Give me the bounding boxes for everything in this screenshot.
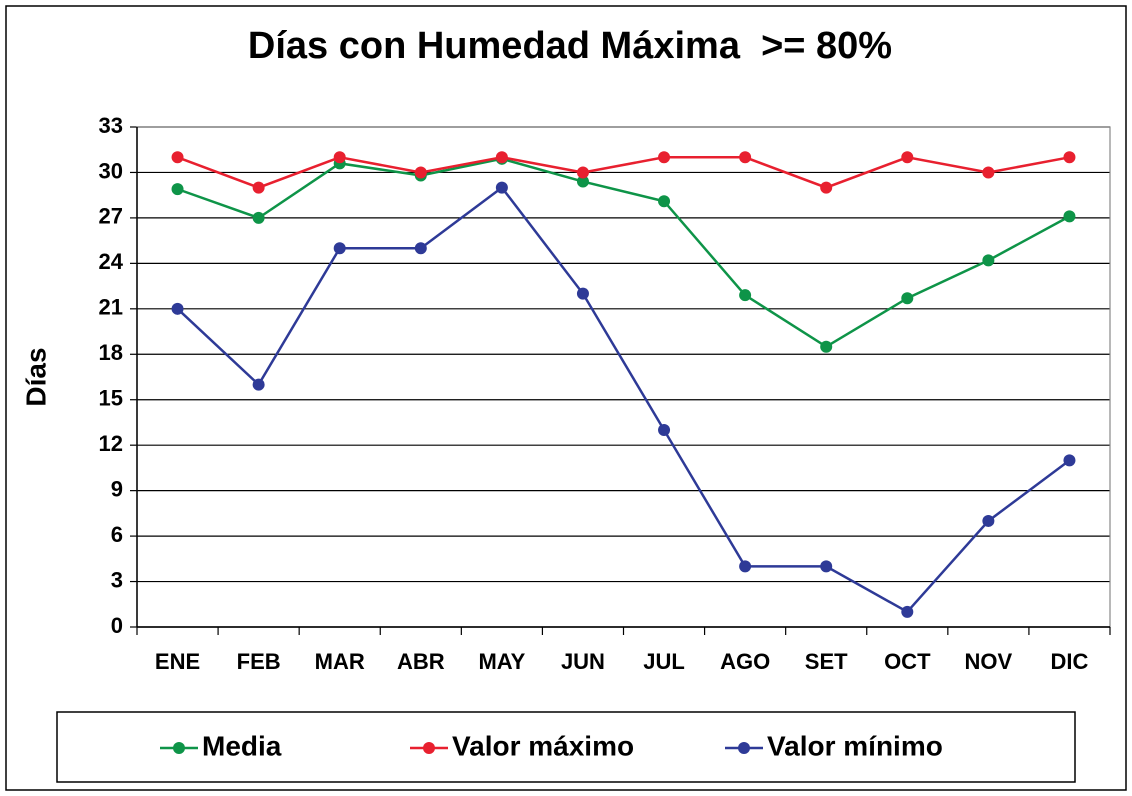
x-tick-label: FEB [237, 649, 281, 674]
point [901, 605, 914, 618]
y-tick-label: 6 [111, 522, 123, 547]
point [414, 166, 427, 179]
x-tick-label: NOV [965, 649, 1013, 674]
y-tick-label: 12 [99, 431, 123, 456]
x-tick-label: MAY [478, 649, 525, 674]
point [495, 181, 508, 194]
y-tick-label: 9 [111, 476, 123, 501]
legend-marker [423, 742, 435, 754]
y-tick-label: 3 [111, 567, 123, 592]
point [901, 151, 914, 164]
point [982, 254, 995, 267]
y-tick-label: 30 [99, 158, 123, 183]
point [333, 242, 346, 255]
x-tick-label: AGO [720, 649, 770, 674]
x-tick-label: JUN [561, 649, 605, 674]
legend-label: Valor máximo [452, 730, 634, 761]
point [901, 292, 914, 305]
point [820, 560, 833, 573]
point [414, 242, 427, 255]
point [576, 175, 589, 188]
point [333, 151, 346, 164]
point [1063, 210, 1076, 223]
point [252, 211, 265, 224]
point [739, 560, 752, 573]
point [820, 340, 833, 353]
x-tick-label: SET [805, 649, 848, 674]
point [495, 151, 508, 164]
point [1063, 454, 1076, 467]
point [171, 151, 184, 164]
point [252, 181, 265, 194]
y-tick-label: 0 [111, 613, 123, 638]
point [658, 151, 671, 164]
x-tick-label: DIC [1051, 649, 1089, 674]
point [576, 166, 589, 179]
y-tick-label: 24 [99, 249, 124, 274]
point [658, 424, 671, 437]
y-tick-label: 21 [99, 295, 123, 320]
point [252, 378, 265, 391]
point [171, 302, 184, 315]
y-tick-label: 27 [99, 204, 123, 229]
legend-box [56, 711, 1076, 783]
point [1063, 151, 1076, 164]
x-tick-label: MAR [315, 649, 365, 674]
x-tick-label: JUL [643, 649, 685, 674]
point [982, 166, 995, 179]
x-tick-label: OCT [884, 649, 931, 674]
x-tick-label: ABR [397, 649, 445, 674]
legend-label: Valor mínimo [767, 730, 943, 761]
series-line [177, 156, 1070, 189]
y-tick-label: 15 [99, 386, 123, 411]
point [982, 514, 995, 527]
point [739, 151, 752, 164]
legend-marker [173, 742, 185, 754]
series-line [176, 185, 1071, 614]
legend-marker [738, 742, 750, 754]
x-tick-label: ENE [155, 649, 200, 674]
point [658, 195, 671, 208]
point [820, 181, 833, 194]
y-tick-label: 18 [99, 340, 123, 365]
y-axis-label: Días [20, 347, 51, 406]
y-tick-label: 33 [99, 113, 123, 138]
point [576, 287, 589, 300]
point [739, 289, 752, 302]
chart-border [5, 5, 1127, 791]
point [171, 183, 184, 196]
chart-title: Días con Humedad Máxima >= 80% [248, 25, 892, 67]
legend-label: Media [202, 730, 282, 761]
series-line [177, 157, 1071, 349]
